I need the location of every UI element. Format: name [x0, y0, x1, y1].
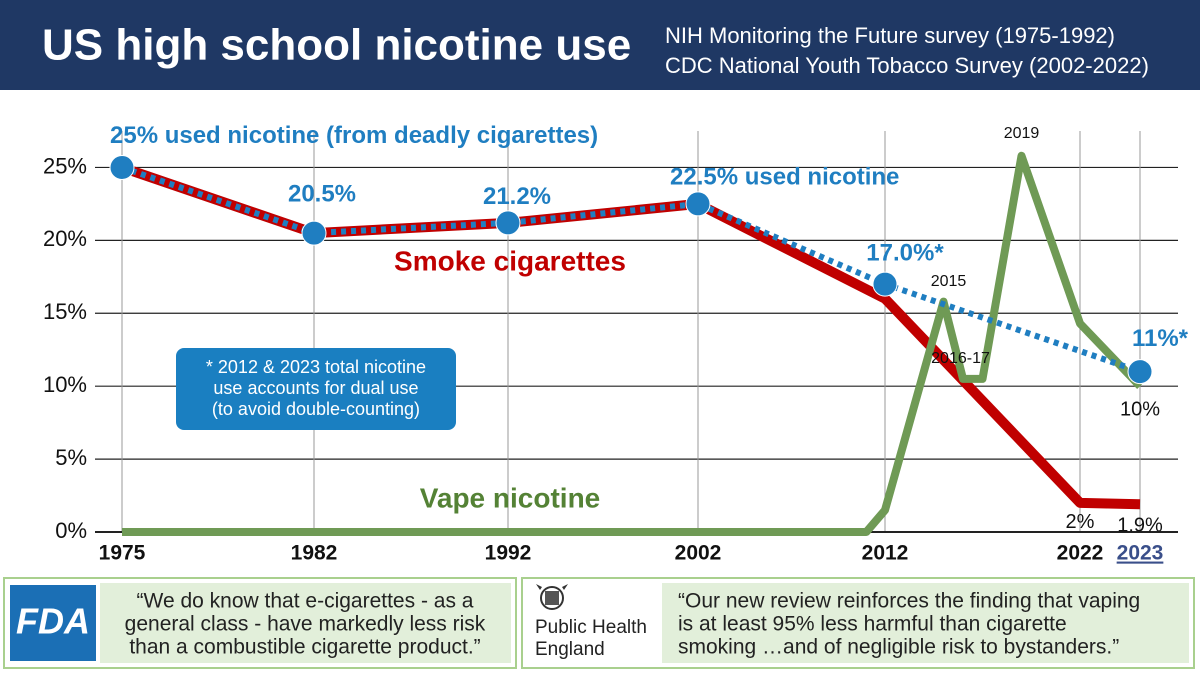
fda-logo: [10, 585, 96, 661]
y-tick-label: 0%: [55, 518, 87, 543]
point-marker: [685, 191, 711, 217]
y-tick-label: 10%: [43, 372, 87, 397]
crest: [536, 584, 568, 610]
x-tick-label: 2022: [1057, 542, 1104, 565]
value-label: 22.5% used nicotine: [670, 163, 899, 190]
point-label: 2016-17: [931, 350, 990, 367]
y-tick-label: 20%: [43, 226, 87, 251]
phe-logo-text: Public Health: [535, 617, 647, 638]
x-tick-label: 1982: [291, 542, 338, 565]
value-label: 25% used nicotine (from deadly cigarette…: [110, 122, 598, 149]
series-line: [121, 164, 1141, 375]
series-name: Vape nicotine: [420, 482, 601, 513]
quote-line: than a combustible cigarette product.”: [129, 636, 480, 659]
plot: 0% 5% 10% 15% 20% 25% 1975 1982 1992 2002 2012 2022…: [43, 122, 1189, 565]
quote-line: “We do know that e-cigarettes - as a: [137, 590, 474, 613]
quote-line: is at least 95% less harmful than cigare…: [678, 613, 1067, 636]
quote-line: “Our new review reinforces the finding t…: [678, 590, 1140, 613]
quote-line: smoking …and of negligible risk to bysta…: [678, 636, 1119, 659]
series-line: [122, 151, 1143, 536]
value-label: 17.0%*: [866, 239, 944, 266]
x-tick-label: 2002: [675, 542, 722, 565]
subtitle: NIH Monitoring the Future survey (1975-1…: [665, 23, 1115, 48]
x-tick-label: 2012: [862, 542, 909, 565]
point-marker: [109, 154, 135, 180]
point-marker: [495, 210, 521, 236]
point-marker: [1127, 359, 1153, 385]
quote-line: general class - have markedly less risk: [125, 613, 486, 636]
x-tick-label: 1992: [485, 542, 532, 565]
fda-logo-text: FDA: [16, 601, 90, 642]
quote-box: [662, 583, 1189, 663]
x-tick-label: 2023: [1117, 542, 1164, 565]
point-label: 2015: [931, 273, 967, 290]
subtitle: CDC National Youth Tobacco Survey (2002-…: [665, 53, 1149, 78]
series-name: Smoke cigarettes: [394, 245, 626, 276]
point-marker: [301, 220, 327, 246]
y-tick-label: 25%: [43, 153, 87, 178]
note-box: [176, 348, 456, 430]
phe-logo-text: England: [535, 639, 605, 660]
header-bar: [0, 0, 1200, 90]
quote-box: [100, 583, 511, 663]
value-label: 20.5%: [288, 180, 356, 207]
value-label: 10%: [1120, 398, 1160, 420]
value-label: 2%: [1066, 511, 1095, 533]
value-label: 21.2%: [483, 183, 551, 210]
y-tick-label: 15%: [43, 299, 87, 324]
value-label: 1.9%: [1117, 515, 1163, 537]
x-tick-label: 1975: [99, 542, 146, 565]
value-label: 11%*: [1132, 325, 1189, 352]
note-text: use accounts for dual use: [213, 378, 418, 398]
title: US high school nicotine use: [42, 21, 631, 70]
point-label: 2019: [1004, 125, 1040, 142]
note-text: (to avoid double-counting): [212, 399, 420, 419]
point-marker: [872, 271, 898, 297]
y-tick-label: 5%: [55, 445, 87, 470]
note-text: * 2012 & 2023 total nicotine: [206, 357, 426, 377]
